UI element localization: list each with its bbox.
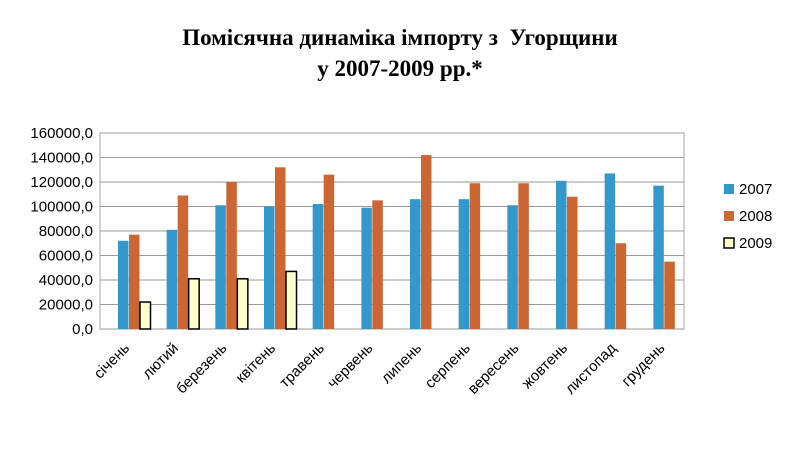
y-tick-label: 80000,0 — [39, 223, 93, 240]
x-tick-label: червень — [324, 340, 376, 392]
bar-2007 — [458, 199, 470, 329]
bar-2007 — [312, 204, 324, 329]
bar-2008 — [323, 174, 335, 329]
bar-2007 — [604, 173, 616, 329]
bar-2009 — [139, 301, 152, 330]
bar-2007 — [264, 206, 275, 329]
x-tick-label: липень — [378, 340, 425, 387]
legend-swatch-2007 — [724, 184, 734, 194]
x-tick-label: лютий — [139, 340, 182, 383]
x-tick-label: листопад — [562, 340, 620, 398]
bar-2007 — [166, 229, 178, 329]
bar-2008 — [275, 167, 286, 329]
y-tick-label: 160000,0 — [30, 125, 93, 142]
chart-title-line-2: у 2007-2009 рр.* — [317, 56, 483, 81]
y-tick-label: 100000,0 — [30, 199, 93, 216]
bar-2008 — [372, 200, 383, 329]
bar-2007 — [361, 207, 372, 329]
y-tick-label: 40000,0 — [39, 272, 93, 289]
x-tick-label: грудень — [618, 340, 668, 390]
bar-2007 — [215, 205, 226, 329]
bar-2008 — [567, 196, 578, 329]
bar-2008 — [664, 261, 675, 329]
chart-title: Помісячна динаміка імпорту з Угорщини у … — [0, 22, 800, 84]
bar-2007 — [653, 185, 664, 329]
bar-2008 — [615, 243, 627, 329]
bar-2008 — [518, 183, 529, 329]
chart-title-line-1: Помісячна динаміка імпорту з Угорщини — [182, 25, 618, 50]
legend-label-2007: 2007 — [739, 181, 772, 198]
bar-2009 — [236, 278, 249, 330]
x-tick-label: вересень — [465, 340, 523, 398]
x-tick-label: січень — [91, 340, 134, 383]
bar-2007 — [507, 205, 518, 329]
bar-2009 — [285, 270, 298, 330]
legend-label-2009: 2009 — [739, 235, 772, 252]
bar-2008 — [129, 234, 140, 329]
bar-2008 — [177, 195, 189, 329]
y-tick-label: 20000,0 — [39, 297, 93, 314]
legend-swatch-2008 — [724, 211, 734, 221]
bar-2009 — [187, 278, 200, 330]
legend-label-2008: 2008 — [739, 208, 772, 225]
y-tick-label: 120000,0 — [30, 174, 93, 191]
y-tick-label: 60000,0 — [39, 248, 93, 265]
bar-2007 — [410, 199, 421, 329]
bar-2008 — [469, 183, 481, 329]
x-tick-label: квітень — [232, 340, 279, 387]
y-tick-label: 0,0 — [72, 321, 93, 338]
bar-2007 — [556, 180, 567, 329]
bar-2008 — [421, 155, 432, 329]
y-tick-label: 140000,0 — [30, 150, 93, 167]
bar-2007 — [118, 240, 129, 329]
legend-swatch-2009 — [723, 237, 735, 249]
x-tick-label: травень — [276, 340, 328, 392]
x-tick-label: березень — [173, 340, 231, 398]
bar-2008 — [226, 182, 237, 329]
